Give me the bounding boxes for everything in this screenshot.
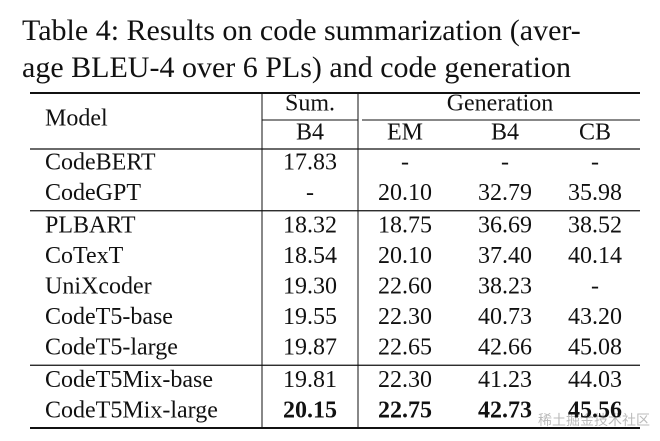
model-name: CodeT5-base [45, 304, 173, 330]
score-cell: 18.32 [283, 213, 337, 239]
score-cell: 32.79 [478, 180, 532, 206]
score-cell: 20.15 [283, 398, 337, 424]
model-name: CodeT5Mix-large [45, 398, 218, 424]
score-cell: 22.30 [378, 367, 432, 393]
score-cell: - [306, 180, 314, 206]
caption-line: Table 4: Results on code summarization (… [22, 14, 581, 47]
model-name: CodeT5Mix-base [45, 367, 213, 393]
header-sum: Sum. [285, 91, 335, 117]
score-cell: 19.30 [283, 274, 337, 300]
score-cell: - [501, 150, 509, 176]
score-cell: 43.20 [568, 304, 622, 330]
model-name: UniXcoder [45, 274, 152, 300]
score-cell: 44.03 [568, 367, 622, 393]
score-cell: - [591, 274, 599, 300]
score-cell: 17.83 [283, 150, 337, 176]
header-model: Model [45, 106, 108, 132]
score-cell: - [401, 150, 409, 176]
score-cell: 37.40 [478, 243, 532, 269]
header-column: CB [579, 120, 611, 146]
score-cell: 38.52 [568, 213, 622, 239]
score-cell: 35.98 [568, 180, 622, 206]
score-cell: 22.30 [378, 304, 432, 330]
score-cell: 19.87 [283, 335, 337, 361]
score-cell: 20.10 [378, 243, 432, 269]
score-cell: 45.56 [568, 398, 622, 424]
score-cell: 20.10 [378, 180, 432, 206]
watermark: 稀土掘金技术社区 [538, 413, 650, 429]
score-cell: 22.75 [378, 398, 432, 424]
model-name: PLBART [45, 213, 136, 239]
score-cell: 38.23 [478, 274, 532, 300]
caption-line: age BLEU-4 over 6 PLs) and code generati… [22, 51, 571, 84]
score-cell: 22.60 [378, 274, 432, 300]
score-cell: 41.23 [478, 367, 532, 393]
header-column: EM [387, 120, 423, 146]
score-cell: 42.73 [478, 398, 532, 424]
header-generation: Generation [447, 91, 554, 117]
score-cell: 40.73 [478, 304, 532, 330]
model-name: CodeGPT [45, 180, 141, 206]
header-column: B4 [491, 120, 519, 146]
score-cell: 18.75 [378, 213, 432, 239]
score-cell: 42.66 [478, 335, 532, 361]
score-cell: 45.08 [568, 335, 622, 361]
model-name: CodeBERT [45, 150, 156, 176]
score-cell: 19.55 [283, 304, 337, 330]
score-cell: 40.14 [568, 243, 622, 269]
model-name: CodeT5-large [45, 335, 178, 361]
score-cell: 19.81 [283, 367, 337, 393]
score-cell: - [591, 150, 599, 176]
score-cell: 22.65 [378, 335, 432, 361]
score-cell: 36.69 [478, 213, 532, 239]
model-name: CoTexT [45, 243, 124, 269]
score-cell: 18.54 [283, 243, 337, 269]
header-column: B4 [296, 120, 324, 146]
